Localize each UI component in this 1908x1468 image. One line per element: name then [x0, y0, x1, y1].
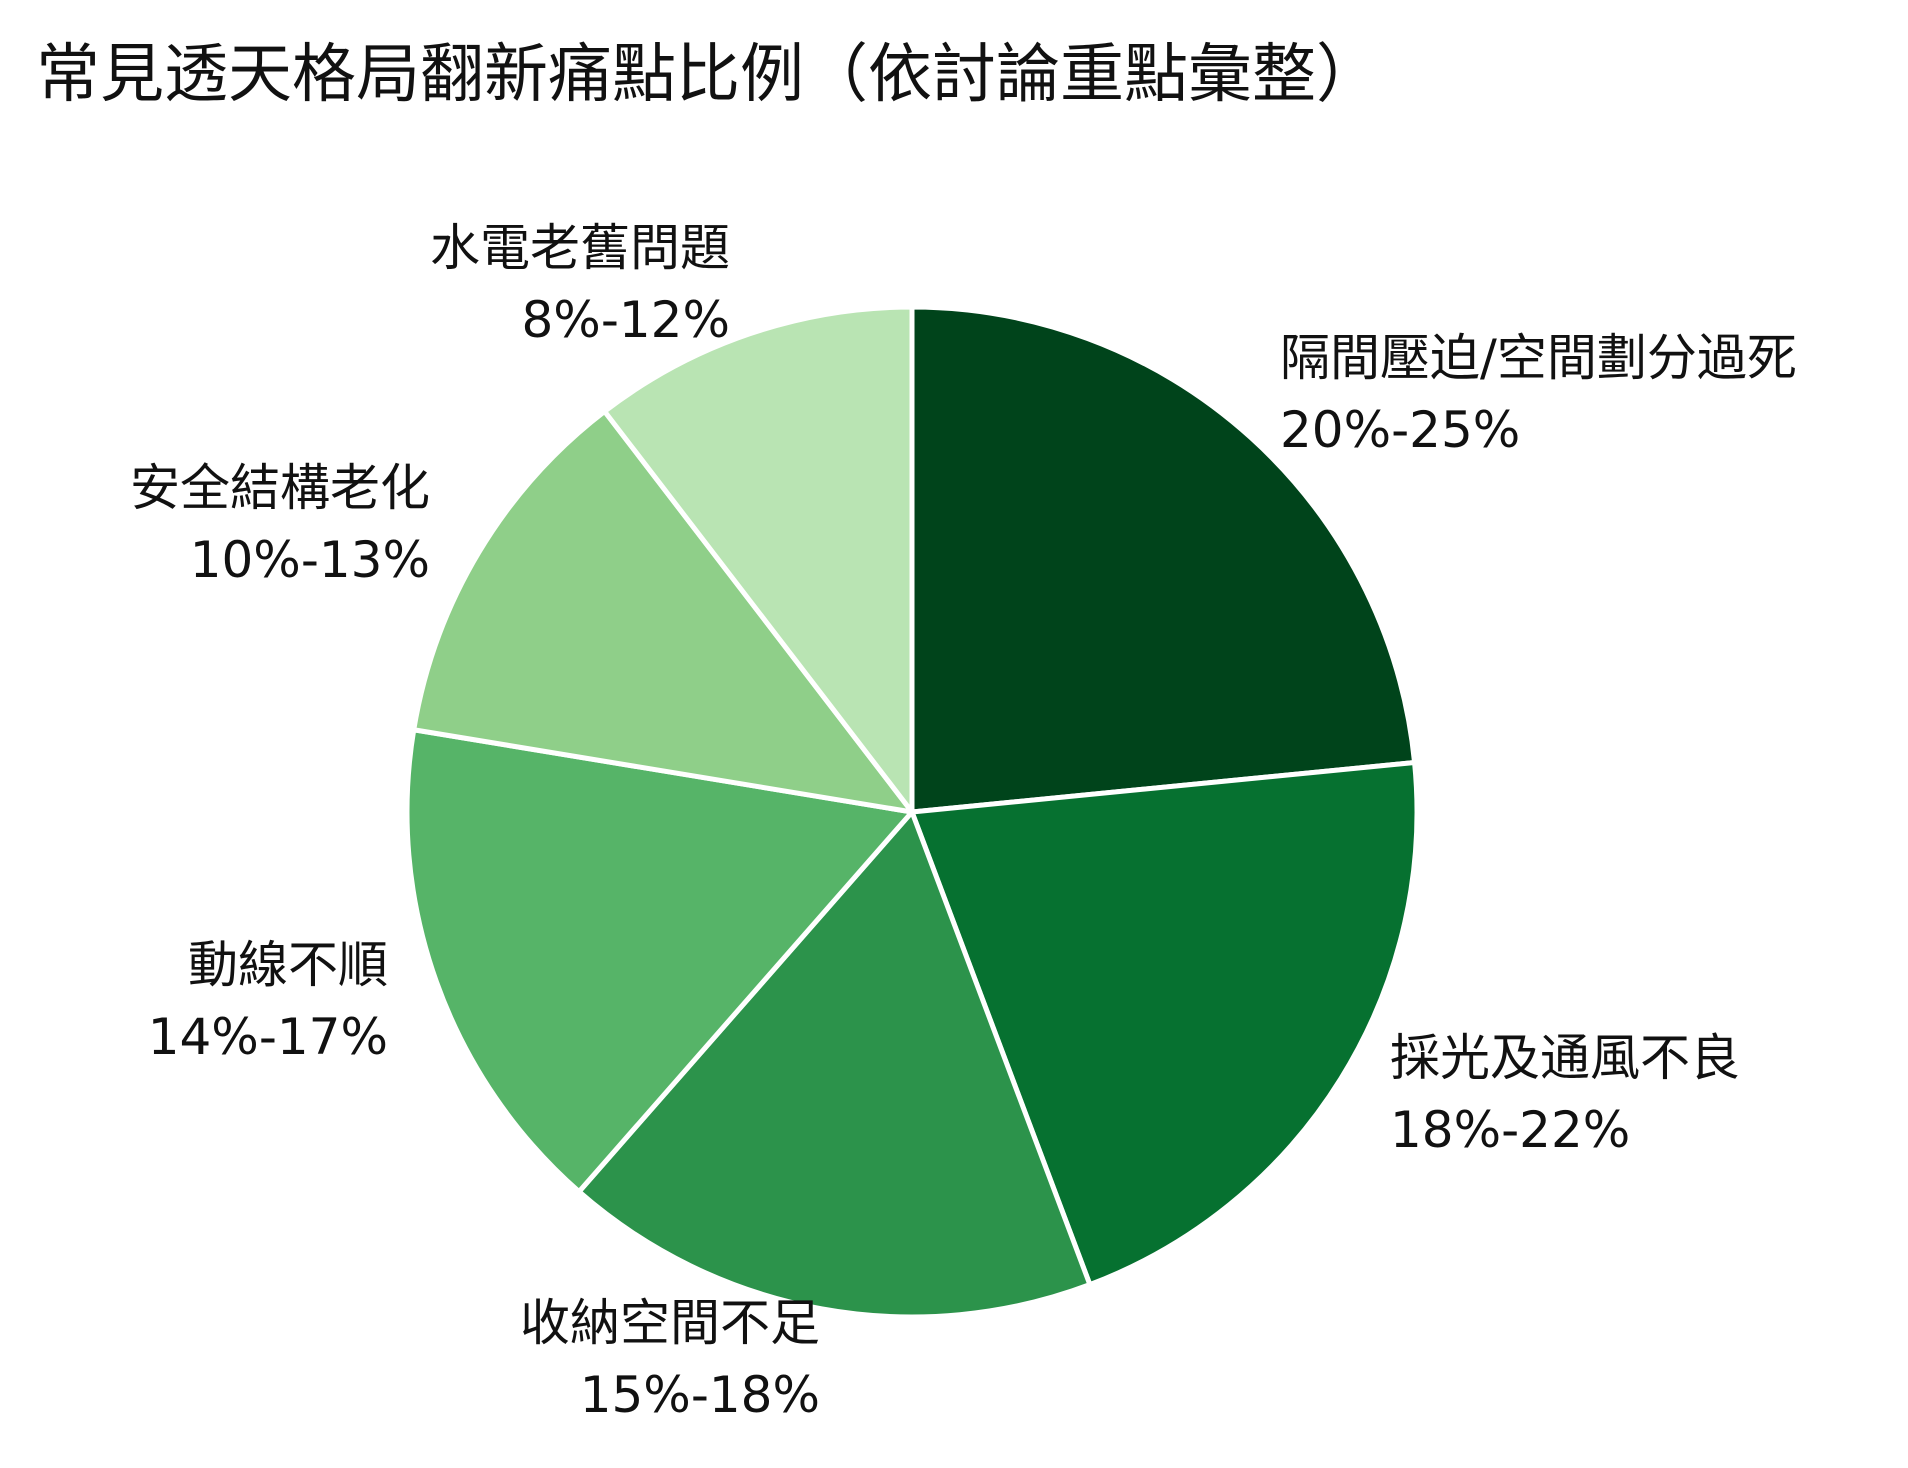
pie-labels: 隔間壓迫/空間劃分過死 20%-25% 採光及通風不良 18%-22% 收納空間不足 15… [130, 219, 1797, 1424]
slice-label-5: 安全結構老化 [130, 459, 430, 517]
slice-label-4: 動線不順 [188, 936, 388, 994]
slice-range-5: 10%-13% [190, 531, 430, 589]
chart-title: 常見透天格局翻新痛點比例（依討論重點彙整） [36, 38, 1380, 112]
slice-range-3: 15%-18% [580, 1366, 820, 1424]
pie-slice-1 [909, 304, 1418, 815]
slice-label-2: 採光及通風不良 [1390, 1029, 1740, 1087]
pie-slice-2 [909, 760, 1420, 1288]
slice-range-1: 20%-25% [1280, 401, 1520, 459]
pie-slice-3 [576, 809, 1093, 1320]
slice-label-1: 隔間壓迫/空間劃分過死 [1280, 329, 1797, 387]
slice-label-6: 水電老舊問題 [430, 219, 730, 277]
slice-range-4: 14%-17% [148, 1008, 388, 1066]
pie-slice-4 [404, 727, 915, 1195]
slice-label-3: 收納空間不足 [520, 1294, 820, 1352]
pie-slice-5 [411, 408, 915, 815]
pie-slices [404, 304, 1420, 1320]
pie-slice-6 [602, 304, 915, 815]
slice-range-6: 8%-12% [522, 291, 731, 349]
slice-range-2: 18%-22% [1390, 1101, 1630, 1159]
